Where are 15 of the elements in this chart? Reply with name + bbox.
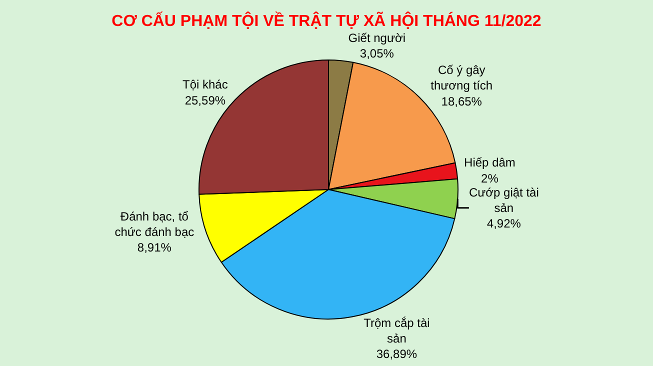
data-label: 36,89% (376, 347, 418, 362)
slice-label: Hiếp dâm (464, 156, 516, 170)
slice-label: Đánh bạc, tổ chức đánh bạc (114, 209, 194, 240)
data-label: 3,05% (360, 46, 394, 61)
slice-label: Giết người (348, 31, 406, 46)
slice-label: Cố ý gây thương tích (430, 63, 493, 93)
data-label: 18,65% (441, 94, 482, 108)
data-label: 2% (481, 171, 499, 186)
slice-label: Cướp giật tài sản (468, 185, 539, 215)
data-label: 25,59% (184, 93, 226, 108)
slice-label: Trộm cắp tài sản (364, 316, 430, 346)
slice-label: Tội khác (182, 78, 228, 92)
data-label: 8,91% (137, 240, 172, 255)
data-label: 4,92% (486, 216, 522, 231)
chart-title: CƠ CẤU PHẠM TỘI VỀ TRẬT TỰ XÃ HỘI THÁNG 11/2022 (112, 10, 542, 30)
